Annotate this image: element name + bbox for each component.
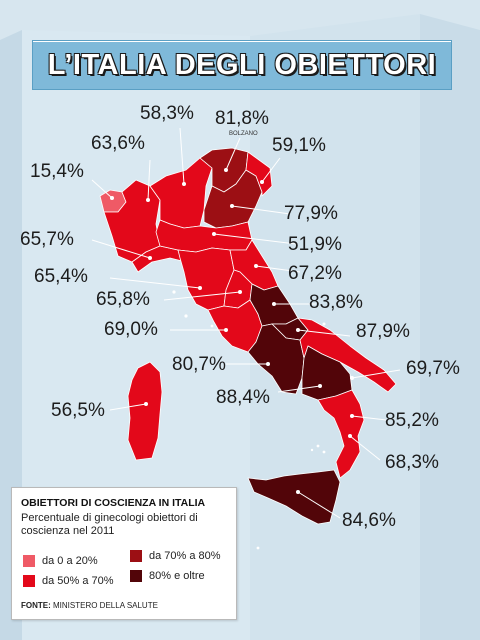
legend-swatch-high xyxy=(130,550,142,562)
title-banner: L’ITALIA DEGLI OBIETTORI xyxy=(32,40,452,90)
region-piemonte xyxy=(103,179,161,263)
legend-item-high: da 70% a 80% xyxy=(149,550,221,562)
legend-box: OBIETTORI DI COSCIENZA IN ITALIA Percent… xyxy=(11,487,237,620)
value-label-sicilia: 84,6% xyxy=(342,510,396,531)
value-label-sardegna: 56,5% xyxy=(51,400,105,421)
value-label-abruzzo: 83,8% xyxy=(309,292,363,313)
city-label-bolzano: BOLZANO xyxy=(229,131,258,137)
value-label-liguria: 65,7% xyxy=(20,229,74,250)
legend-item-top: 80% e oltre xyxy=(149,570,205,582)
legend-swatch-mid xyxy=(23,575,35,587)
value-label-lazio: 69,0% xyxy=(104,319,158,340)
value-label-lombardia: 58,3% xyxy=(140,103,194,124)
value-label-calabria: 85,2% xyxy=(385,410,439,431)
legend-item-low: da 0 a 20% xyxy=(42,555,98,567)
right-panel xyxy=(420,14,480,640)
value-label-toscana: 65,4% xyxy=(34,266,88,287)
region-veneto xyxy=(203,169,263,229)
value-label-valle-daosta: 15,4% xyxy=(30,161,84,182)
region-calabria xyxy=(317,389,365,479)
value-label-campania: 80,7% xyxy=(172,354,226,375)
value-label-calabria-sud: 68,3% xyxy=(385,452,439,473)
legend-swatch-low xyxy=(23,555,35,567)
value-label-umbria: 65,8% xyxy=(96,289,150,310)
value-label-basilicata: 88,4% xyxy=(216,387,270,408)
region-sicilia xyxy=(247,469,341,525)
value-label-piemonte: 63,6% xyxy=(91,133,145,154)
value-label-molise: 87,9% xyxy=(356,321,410,342)
region-emilia-romagna xyxy=(155,219,253,253)
legend-item-mid: da 50% a 70% xyxy=(42,575,114,587)
value-label-friuli: 59,1% xyxy=(272,135,326,156)
value-label-veneto: 77,9% xyxy=(284,203,338,224)
region-lombardia xyxy=(149,157,213,229)
region-sardegna xyxy=(127,361,163,461)
source-label: FONTE: xyxy=(21,601,51,610)
legend-subtitle: Percentuale di ginecologi obiettori di c… xyxy=(21,512,198,537)
source-text: MINISTERO DELLA SALUTE xyxy=(53,601,158,610)
legend-source: FONTE: MINISTERO DELLA SALUTE xyxy=(21,601,158,610)
value-label-marche: 67,2% xyxy=(288,263,342,284)
value-label-emilia-romagna: 51,9% xyxy=(288,234,342,255)
region-puglia xyxy=(297,317,397,393)
page-title: L’ITALIA DEGLI OBIETTORI xyxy=(47,49,437,81)
value-label-puglia: 69,7% xyxy=(406,358,460,379)
legend-swatch-top xyxy=(130,570,142,582)
legend-title: OBIETTORI DI COSCIENZA IN ITALIA xyxy=(21,497,206,509)
leader-dots xyxy=(110,168,354,494)
value-label-trentino: 81,8% xyxy=(215,108,269,129)
leader-lines xyxy=(91,127,401,519)
